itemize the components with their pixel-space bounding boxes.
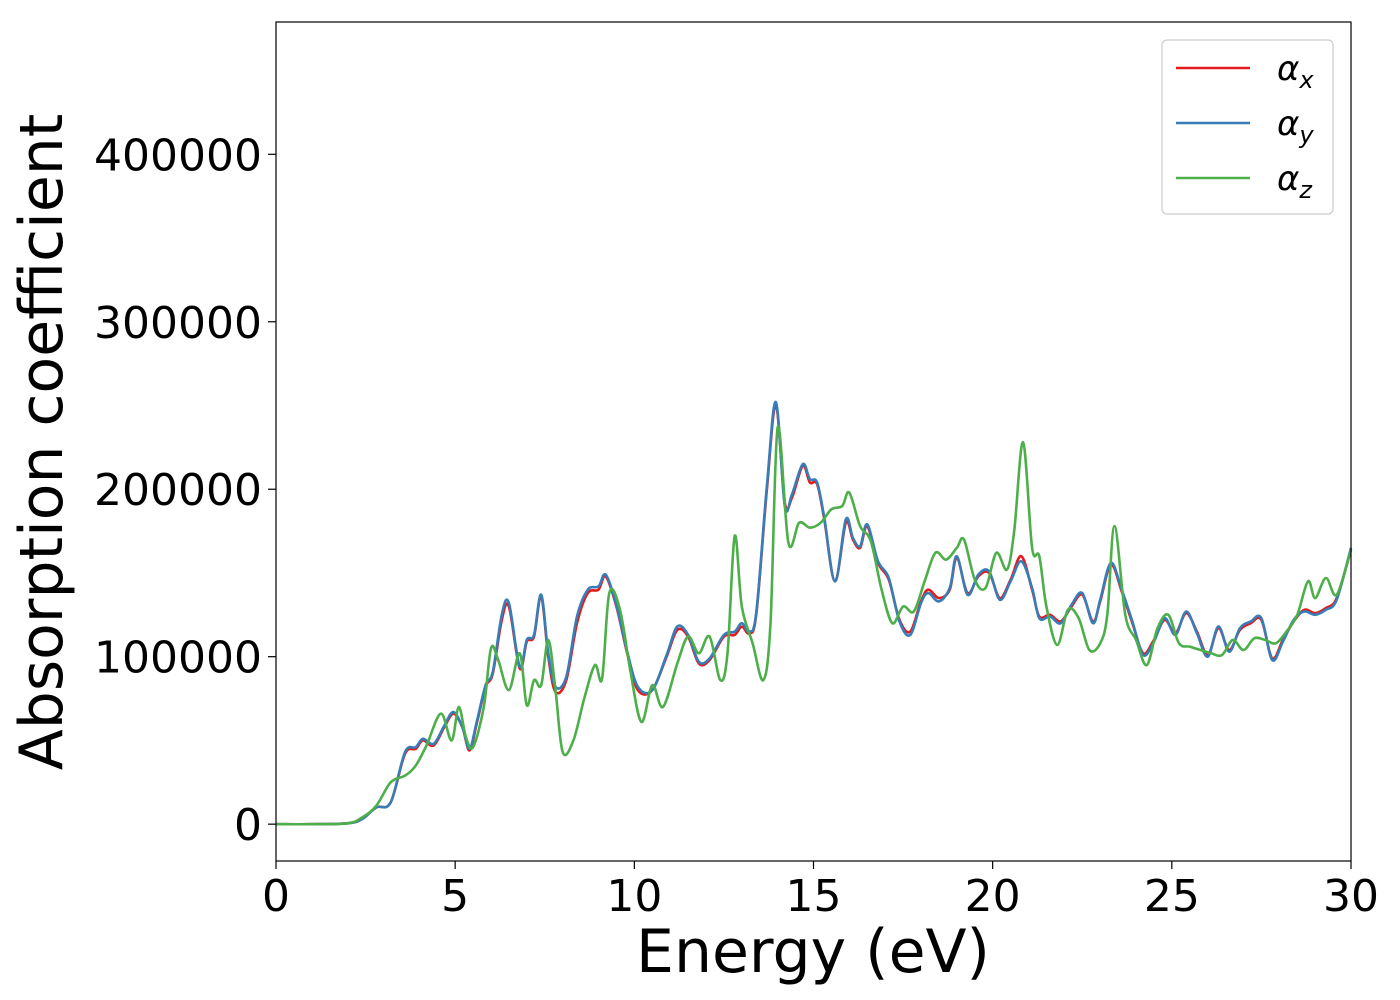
y-tick-label: 200000 [94, 465, 262, 516]
x-axis-title: Energy (eV) [636, 917, 990, 987]
x-tick-label: 20 [965, 871, 1021, 922]
legend-box [1161, 39, 1334, 215]
x-tick-label: 15 [786, 871, 842, 922]
series-lines [275, 400, 1353, 826]
series-line-y [275, 400, 1353, 826]
x-tick-label: 5 [441, 871, 469, 922]
y-tick-label: 400000 [94, 130, 262, 181]
x-tick-label: 10 [606, 871, 662, 922]
y-axis-title: Absorption coefficient [7, 114, 77, 771]
series-line-z [275, 425, 1353, 826]
x-tick-label: 30 [1323, 871, 1379, 922]
x-tick-label: 0 [262, 871, 290, 922]
x-tick-label: 25 [1144, 871, 1200, 922]
y-tick-label: 0 [234, 800, 262, 851]
y-tick-label: 100000 [94, 633, 262, 684]
x-axis-ticks: 0 5 10 15 20 25 30 [262, 861, 1379, 922]
y-axis-ticks: 0 100000 200000 300000 400000 [94, 130, 276, 851]
y-tick-label: 300000 [94, 298, 262, 349]
